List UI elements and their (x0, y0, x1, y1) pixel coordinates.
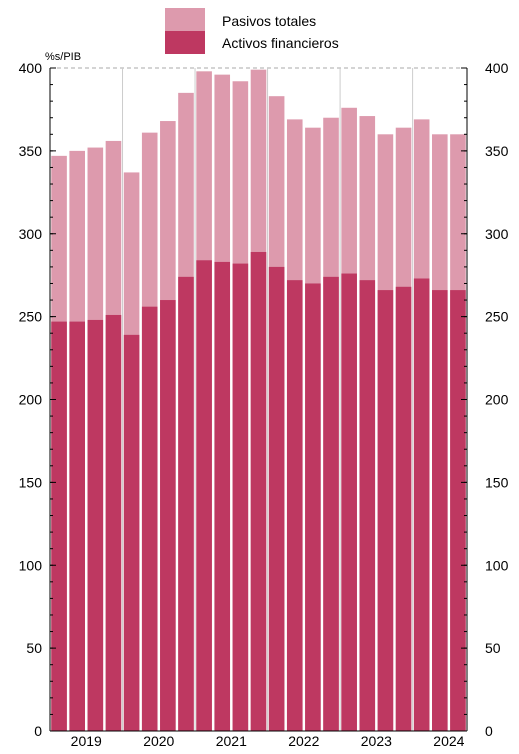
y-tick-label-left: 50 (26, 640, 42, 656)
x-tick-label: 2024 (433, 733, 464, 749)
x-tick-label: 2019 (71, 733, 102, 749)
bar-activos (395, 286, 412, 731)
bar-activos (341, 273, 357, 731)
y-unit-label: %s/PIB (45, 51, 81, 63)
bar-activos (305, 283, 321, 731)
legend-swatch-pasivos (165, 8, 205, 31)
bar-activos (286, 280, 303, 731)
y-tick-label-right: 50 (485, 640, 501, 656)
legend-label-pasivos: Pasivos totales (222, 13, 316, 29)
y-tick-label-left: 100 (19, 557, 43, 573)
y-tick-label-right: 100 (485, 557, 509, 573)
y-tick-label-right: 300 (485, 226, 509, 242)
bar-activos (250, 251, 267, 732)
y-tick-label-right: 400 (485, 60, 509, 76)
y-tick-label-left: 150 (19, 474, 43, 490)
y-ticks-left: 0 50 100 150 200 250 300 350 400 (19, 60, 43, 739)
x-tick-label: 2023 (361, 733, 392, 749)
y-tick-label-left: 350 (19, 143, 43, 159)
bar-activos (232, 263, 249, 731)
bar-activos (359, 280, 376, 731)
y-tick-label-left: 300 (19, 226, 43, 242)
bar-activos (377, 290, 394, 731)
bar-activos (87, 319, 104, 731)
bar-activos (450, 290, 466, 731)
bar-activos (160, 300, 176, 731)
y-tick-label-right: 350 (485, 143, 509, 159)
y-tick-label-right: 250 (485, 309, 509, 325)
bar-activos (214, 261, 231, 731)
y-tick-label-left: 250 (19, 309, 43, 325)
legend-swatch-activos (165, 31, 205, 54)
y-tick-label-left: 400 (19, 60, 43, 76)
x-tick-label: 2021 (216, 733, 247, 749)
bar-activos (123, 334, 140, 731)
bar-activos (141, 306, 158, 731)
legend-label-activos: Activos financieros (222, 35, 339, 51)
x-tick-label: 2022 (288, 733, 319, 749)
bar-activos (268, 266, 285, 731)
y-tick-label-left: 0 (34, 723, 42, 739)
legend: Pasivos totales Activos financieros (165, 8, 339, 54)
gridlines (50, 67, 467, 731)
y-tick-label-right: 200 (485, 392, 509, 408)
bars (51, 69, 466, 732)
bar-activos (413, 278, 430, 731)
x-tick-label: 2020 (143, 733, 174, 749)
bar-activos (69, 321, 85, 731)
y-ticks-right: 0 50 100 150 200 250 300 350 400 (485, 60, 509, 739)
bar-activos (432, 290, 448, 731)
y-tick-label-left: 200 (19, 392, 43, 408)
axes (49, 67, 468, 732)
y-tick-label-right: 0 (485, 723, 493, 739)
bar-activos (178, 276, 194, 731)
bar-activos (51, 321, 67, 731)
x-ticks: 2019 2020 2021 2022 2023 2024 (71, 733, 465, 749)
bar-activos (196, 260, 212, 731)
y-tick-label-right: 150 (485, 474, 509, 490)
bar-activos (105, 314, 122, 731)
bar-activos (323, 276, 339, 731)
